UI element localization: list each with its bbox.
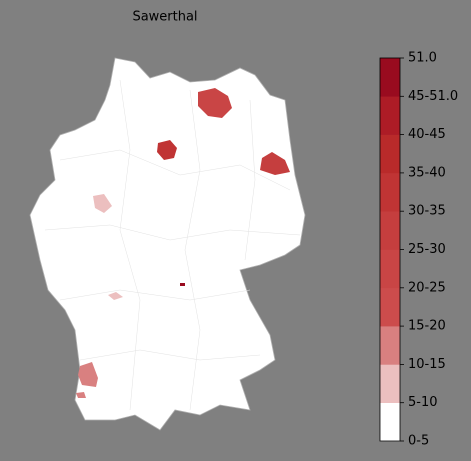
region-highlight <box>93 194 112 213</box>
colorbar-segment <box>380 249 400 289</box>
colorbar-label: 40-45 <box>408 127 446 142</box>
colorbar-label: 0-5 <box>408 434 429 449</box>
colorbar-label: 15-20 <box>408 319 446 334</box>
germany-map <box>29 57 306 431</box>
region-highlight <box>157 140 177 160</box>
colorbar-segment <box>380 364 400 403</box>
colorbar-label: 10-15 <box>408 357 446 372</box>
region-highlight <box>180 283 185 286</box>
colorbar-segment <box>380 172 400 212</box>
colorbar: 0-5 5-10 10-15 15-20 20-25 25-30 30-35 35-40 40-… <box>379 51 458 449</box>
colorbar-segment <box>380 326 400 365</box>
region-highlight <box>198 88 232 118</box>
colorbar-label: 25-30 <box>408 242 446 257</box>
colorbar-label: 20-25 <box>408 280 446 295</box>
colorbar-label: 35-40 <box>408 165 446 180</box>
colorbar-segment <box>380 96 400 135</box>
colorbar-label: 30-35 <box>408 204 446 219</box>
region-highlight <box>78 362 98 387</box>
region-highlight <box>260 152 290 175</box>
region-highlight <box>108 292 123 300</box>
region-highlight <box>76 392 86 398</box>
colorbar-segment <box>380 211 400 250</box>
colorbar-segment <box>380 402 400 442</box>
colorbar-segment <box>380 134 400 174</box>
map-title: Sawerthal <box>132 10 197 25</box>
district-borders <box>44 79 301 411</box>
colorbar-segment <box>380 287 400 327</box>
colorbar-segment <box>380 58 400 97</box>
colorbar-label: 45-51.0 <box>408 89 458 104</box>
colorbar-label: 51.0 <box>408 51 437 66</box>
country-outline <box>29 57 306 431</box>
colorbar-label: 5-10 <box>408 395 438 410</box>
